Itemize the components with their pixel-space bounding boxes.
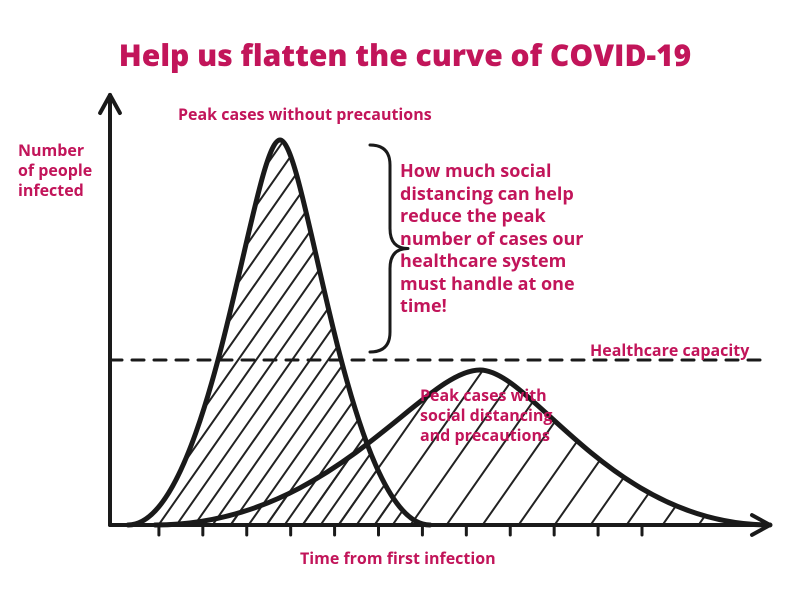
peak-without-label: Peak cases without precautions [178, 104, 498, 124]
x-axis-label: Time from first infection [300, 548, 600, 568]
peak-with-label: Peak cases withsocial distancingand prec… [420, 385, 620, 445]
callout-label: How much socialdistancing can helpreduce… [400, 160, 620, 318]
chart-stage: Help us flatten the curve of COVID-19 Nu… [0, 0, 810, 615]
capacity-label: Healthcare capacity [590, 340, 790, 360]
y-axis-label: Numberof peopleinfected [18, 140, 108, 200]
chart-title: Help us flatten the curve of COVID-19 [90, 38, 720, 71]
